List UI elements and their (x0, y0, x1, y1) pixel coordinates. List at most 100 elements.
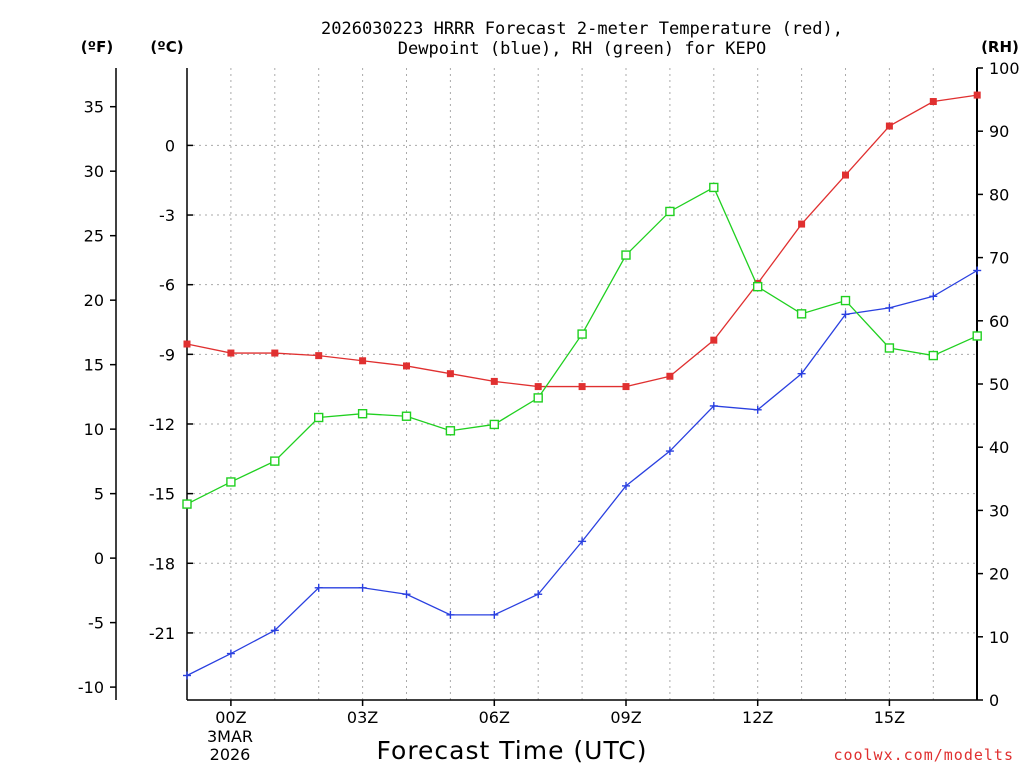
rh-point (182, 499, 192, 509)
rh-point (884, 343, 895, 353)
rh-point (753, 281, 763, 292)
fahrenheit-unit-label: (ºF) (81, 38, 113, 56)
x-tick-label: 15Z (874, 708, 905, 727)
c-tick-label: -12 (149, 415, 175, 434)
rh-tick-label: 0 (989, 691, 999, 710)
rh-point (621, 250, 631, 260)
dewpoint-point (797, 369, 806, 378)
celsius-axis: -21 -18 -15 -12 -9 -6 -3 0 (149, 136, 193, 643)
rh-point (226, 477, 236, 487)
rh-tick-label: 10 (989, 628, 1009, 647)
dewpoint-point (665, 447, 674, 456)
temperature-point (885, 122, 893, 130)
rh-point (401, 411, 412, 421)
temperature-point (578, 383, 586, 391)
dewpoint-point (183, 671, 191, 680)
temperature-point (315, 352, 323, 360)
dewpoint-point (270, 626, 279, 635)
fahrenheit-axis: -10 -5 0 5 10 15 20 25 30 35 (78, 68, 117, 700)
rh-tick-label: 70 (989, 249, 1009, 268)
f-tick-label: 5 (94, 485, 104, 504)
dewpoint-point (446, 610, 455, 619)
rh-tick-label: 80 (989, 185, 1009, 204)
c-tick-label: -9 (159, 345, 175, 364)
rh-point (709, 182, 719, 193)
credit-text: coolwx.com/modelts (833, 746, 1014, 764)
temperature-point (534, 383, 542, 391)
temperature-point (929, 98, 937, 106)
dewpoint-point (358, 583, 367, 592)
dewpoint-point (534, 590, 543, 599)
rh-point (665, 206, 675, 217)
rh-tick-label: 40 (989, 438, 1009, 457)
rh-point (840, 295, 851, 306)
dewpoint-point (841, 310, 850, 319)
rh-axis: 0 10 20 30 40 50 60 70 80 90 100 (977, 59, 1020, 710)
rh-point (445, 426, 456, 436)
f-tick-label: -10 (78, 678, 104, 697)
f-tick-label: 15 (84, 356, 104, 375)
temperature-point (622, 383, 630, 391)
date-label-day: 3MAR (207, 727, 253, 746)
date-label-year: 2026 (210, 745, 251, 764)
dewpoint-point (578, 537, 587, 546)
temperature-point (842, 171, 849, 179)
rh-tick-label: 50 (989, 375, 1009, 394)
c-tick-label: 0 (165, 136, 175, 155)
temperature-point (403, 362, 410, 370)
rh-point (796, 309, 807, 319)
rh-tick-label: 100 (989, 59, 1020, 78)
rh-point (357, 409, 368, 419)
rh-tick-label: 60 (989, 312, 1009, 331)
temperature-line (186, 94, 978, 388)
temperature-point (227, 349, 235, 357)
x-tick-label: 09Z (610, 708, 641, 727)
rh-unit-label: (RH) (981, 38, 1019, 56)
x-tick-label: 00Z (215, 708, 246, 727)
rh-point (533, 393, 543, 403)
rh-point (577, 329, 587, 339)
rh-point (489, 419, 499, 430)
rh-point (928, 350, 938, 361)
temperature-point (973, 91, 981, 99)
c-tick-label: -15 (149, 485, 175, 504)
dewpoint-point (753, 405, 762, 414)
dewpoint-point (314, 583, 323, 592)
f-tick-label: 30 (84, 162, 104, 181)
x-tick-label: 06Z (479, 708, 510, 727)
dewpoint-point (709, 401, 718, 410)
f-tick-label: 0 (94, 549, 104, 568)
f-tick-label: 35 (84, 98, 104, 117)
chart-title-line-1: 2026030223 HRRR Forecast 2-meter Tempera… (321, 19, 843, 39)
f-tick-label: 10 (84, 420, 104, 439)
dewpoint-point (885, 303, 894, 312)
temperature-point (710, 336, 718, 344)
c-tick-label: -6 (159, 276, 175, 295)
dewpoint-point (973, 266, 982, 275)
temperature-point (183, 340, 191, 348)
temperature-point (359, 357, 367, 365)
rh-point (270, 456, 280, 466)
rh-tick-label: 20 (989, 565, 1009, 584)
dewpoint-point (490, 610, 499, 619)
rh-tick-label: 30 (989, 501, 1009, 520)
dewpoint-point (226, 649, 235, 658)
rh-tick-label: 90 (989, 122, 1009, 141)
temperature-point (446, 370, 454, 378)
x-tick-label: 03Z (347, 708, 378, 727)
dewpoint-point (402, 590, 411, 599)
c-tick-label: -21 (149, 624, 175, 643)
f-tick-label: 20 (84, 291, 104, 310)
temperature-point (798, 220, 806, 228)
time-axis: 00Z 03Z 06Z 09Z 12Z 15Z (215, 700, 905, 727)
rh-point (972, 331, 982, 341)
c-tick-label: -3 (159, 206, 175, 225)
c-tick-label: -18 (149, 554, 175, 573)
dewpoint-point (622, 481, 630, 490)
f-tick-label: 25 (84, 227, 104, 246)
rh-point (314, 412, 324, 423)
chart-title-line-2: Dewpoint (blue), RH (green) for KEPO (398, 39, 766, 59)
x-tick-label: 12Z (742, 708, 773, 727)
x-axis-label: Forecast Time (UTC) (377, 736, 648, 765)
